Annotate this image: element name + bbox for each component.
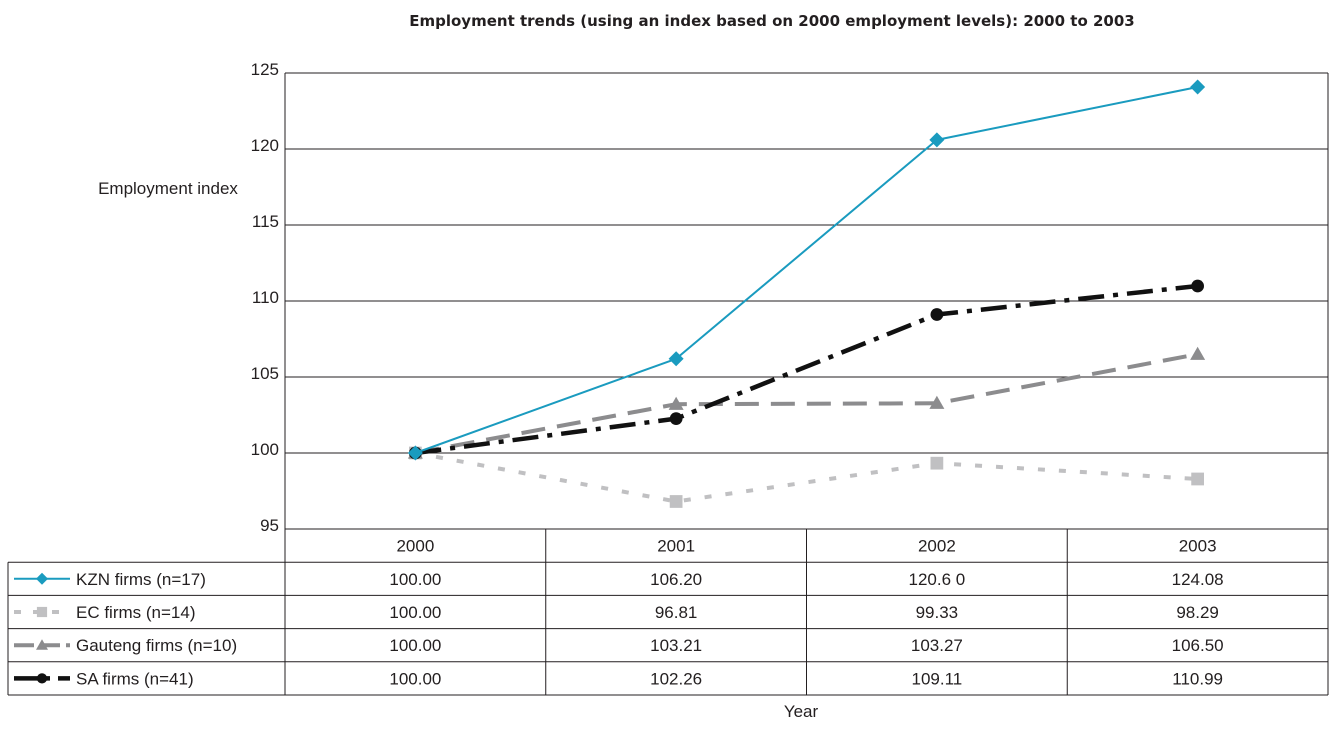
legend-label-1: EC firms (n=14) (76, 603, 196, 622)
point-0-0 (407, 445, 423, 461)
data-label-3-3: 110.99 (1172, 669, 1223, 688)
series-line-2 (415, 352, 1198, 455)
series-line-3 (415, 283, 1198, 456)
point-3-2 (930, 308, 944, 321)
data-label-1-0: 100.00 (389, 603, 441, 622)
chart-title: Employment trends (using an index based … (409, 12, 1134, 30)
y-tick-100: 100 (251, 440, 279, 459)
data-label-1-1: 96.81 (655, 603, 698, 622)
point-2-1 (668, 396, 684, 410)
diamond-icon (36, 572, 48, 585)
point-1-3 (1191, 472, 1204, 486)
data-label-0-3: 124.08 (1172, 570, 1224, 589)
point-0-3 (1190, 79, 1206, 95)
point-2-3 (1190, 346, 1206, 360)
series-lines (407, 79, 1206, 508)
x-tick-2002: 2002 (918, 537, 956, 556)
grid-lines (284, 72, 1329, 530)
legend-label-0: KZN firms (n=17) (76, 570, 206, 589)
point-3-1 (669, 412, 683, 426)
square-icon (36, 606, 48, 618)
circle-icon (36, 673, 48, 684)
x-tick-2000: 2000 (396, 537, 434, 556)
x-tick-2001: 2001 (657, 537, 695, 556)
y-tick-95: 95 (260, 516, 279, 535)
y-tick-105: 105 (251, 364, 279, 383)
data-label-2-0: 100.00 (389, 636, 441, 655)
series-line-0 (415, 86, 1198, 454)
legend-label-2: Gauteng firms (n=10) (76, 636, 237, 655)
x-axis-title: Year (784, 702, 819, 721)
triangle-icon (36, 639, 48, 650)
legend-label-3: SA firms (n=41) (76, 669, 194, 688)
data-label-3-0: 100.00 (389, 669, 441, 688)
data-label-0-1: 106.20 (650, 570, 702, 589)
point-0-1 (668, 351, 684, 367)
x-tick-2003: 2003 (1179, 537, 1217, 556)
point-0-2 (929, 132, 945, 148)
data-label-3-1: 102.26 (650, 669, 702, 688)
point-2-2 (929, 395, 945, 409)
y-tick-125: 125 (251, 60, 279, 79)
y-tick-120: 120 (251, 136, 279, 155)
point-1-1 (669, 495, 683, 508)
data-label-3-2: 109.11 (912, 669, 963, 688)
data-label-1-3: 98.29 (1176, 603, 1219, 622)
data-table: 2000 2001 2002 2003 KZN firms (n=17) 100.00 10… (7, 528, 1329, 696)
data-label-2-2: 103.27 (911, 636, 963, 655)
data-label-0-0: 100.00 (389, 570, 441, 589)
y-tick-115: 115 (252, 212, 279, 231)
data-label-1-2: 99.33 (916, 603, 959, 622)
series-line-1 (415, 451, 1198, 504)
y-tick-110: 110 (252, 288, 279, 307)
data-label-0-2: 120.6 0 (909, 570, 966, 589)
y-axis-title: Employment index (98, 179, 238, 198)
data-label-2-3: 106.50 (1172, 636, 1224, 655)
point-1-2 (930, 456, 944, 470)
y-tick-labels: 95 100 105 110 115 120 125 (251, 60, 279, 535)
data-label-2-1: 103.21 (650, 636, 702, 655)
point-3-3 (1191, 279, 1204, 293)
